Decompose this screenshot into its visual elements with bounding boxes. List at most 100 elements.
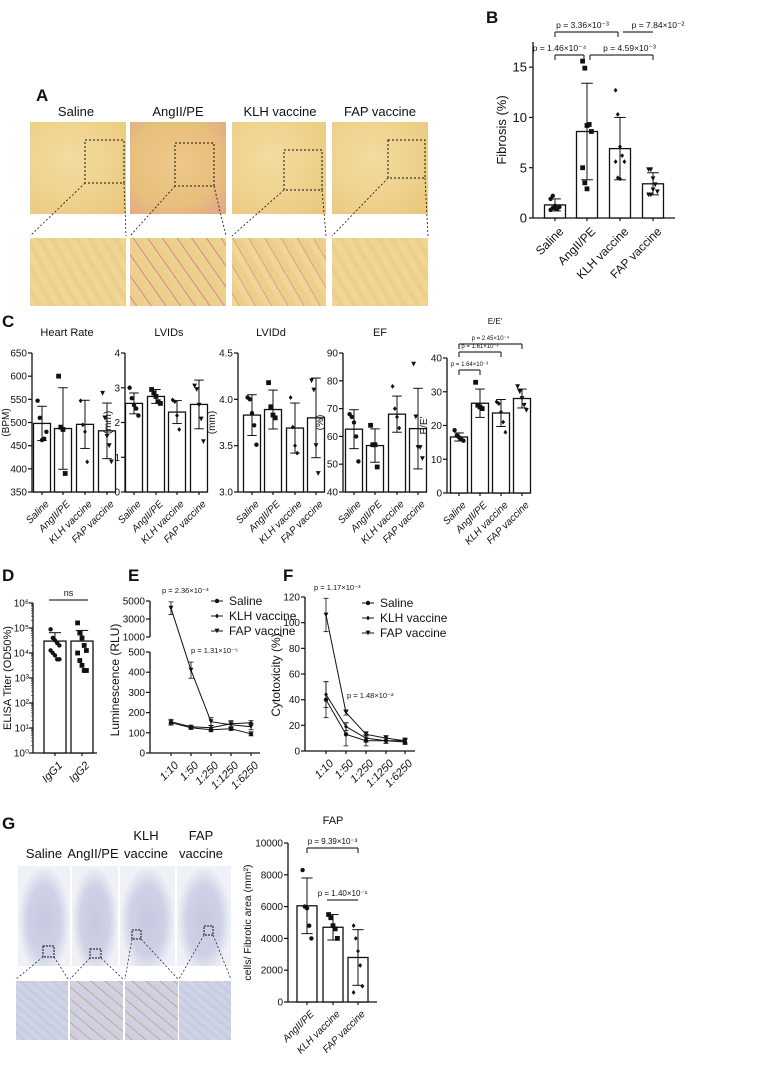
y-tick-label: 4.5 — [219, 349, 233, 360]
panel-letter-c: C — [2, 312, 15, 331]
p-value-label: p = 1.31×10⁻⁵ — [191, 646, 238, 655]
data-point — [351, 420, 357, 425]
data-point — [75, 650, 80, 656]
zoom-line — [212, 934, 232, 980]
y-tick-label: 60 — [289, 670, 301, 681]
data-point — [254, 442, 259, 447]
data-point — [104, 434, 110, 439]
y-tick-label: 10⁰ — [14, 749, 29, 760]
legend-marker — [365, 630, 371, 636]
data-point — [300, 867, 305, 873]
data-point — [503, 429, 508, 435]
y-tick-label: 350 — [10, 488, 27, 499]
y-tick-label: 8000 — [261, 870, 284, 881]
zoom-line — [29, 182, 86, 237]
y-tick-label: 10⁵ — [14, 624, 29, 635]
data-point — [172, 399, 177, 405]
data-point — [192, 383, 197, 389]
data-point — [127, 385, 132, 390]
p-value-label: p = 1.61×10⁻² — [461, 344, 498, 350]
data-point — [521, 402, 527, 408]
panel-letter-f: F — [283, 566, 294, 585]
zoom-line — [129, 185, 176, 237]
ihc-klh — [120, 866, 175, 966]
data-point — [290, 424, 295, 430]
data-point — [499, 409, 503, 415]
y-tick-label: 550 — [10, 395, 27, 406]
g-label-klh: KLH — [133, 828, 159, 843]
histology-fap — [332, 122, 428, 214]
y-tick-label: 20 — [289, 721, 301, 732]
g-label-angii: AngII/PE — [67, 846, 119, 861]
legend-marker — [365, 600, 371, 606]
panel-letter-b: B — [486, 8, 499, 27]
y-axis-label: (mm) — [207, 411, 218, 434]
y-tick-label: 0 — [436, 489, 442, 500]
ihc-zoom-klh — [125, 981, 178, 1040]
p-value-label: p = 3.36×10⁻³ — [556, 20, 609, 30]
data-point — [650, 187, 656, 193]
data-point — [517, 389, 523, 395]
ihc-zoom-saline — [16, 981, 68, 1040]
histology-zoom-angii — [130, 238, 226, 306]
legend-label: FAP vaccine — [380, 626, 447, 640]
y-tick-label: 120 — [283, 593, 300, 604]
p-value-label: p = 1.64×10⁻³ — [451, 362, 488, 368]
legend-label: FAP vaccine — [229, 624, 296, 638]
data-point — [655, 189, 660, 195]
bar-1 — [146, 395, 166, 493]
chart-title: LVIDd — [256, 327, 286, 339]
data-point — [557, 204, 562, 210]
data-point — [363, 731, 369, 737]
data-point — [84, 668, 89, 673]
bar-0 — [449, 436, 469, 494]
y-tick-label: 10 — [513, 110, 527, 125]
zoom-line — [123, 182, 127, 237]
chart-title: E/E' — [488, 317, 503, 326]
y-tick-label: 40 — [327, 488, 339, 499]
ihc-fap — [177, 866, 231, 966]
y-tick-label: 10⁶ — [14, 599, 29, 610]
chart-title: EF — [373, 327, 387, 339]
data-point — [411, 361, 416, 367]
data-point — [372, 442, 378, 448]
zoom-line — [124, 938, 133, 980]
data-point — [177, 427, 182, 432]
data-point — [309, 378, 314, 384]
data-point — [56, 373, 61, 379]
data-point — [75, 620, 80, 626]
data-point — [648, 167, 654, 173]
data-point — [580, 58, 585, 64]
p-value-label: p = 2.36×10⁻³ — [162, 586, 209, 595]
y-tick-label: 5 — [520, 160, 527, 175]
data-point — [613, 87, 618, 93]
data-point — [77, 630, 83, 636]
zoom-line — [231, 189, 285, 237]
y-axis-label: (BPM) — [1, 408, 12, 436]
p-value-label: p = 1.17×10⁻³ — [314, 583, 361, 592]
data-point — [356, 459, 361, 464]
legend-marker — [366, 615, 370, 621]
legend-label: KLH vaccine — [229, 609, 297, 623]
histology-saline — [30, 122, 126, 214]
p-value-label: p = 4.59×10⁻³ — [603, 43, 656, 53]
histology-zoom-saline — [30, 238, 126, 306]
data-point — [330, 923, 336, 929]
x-tick-label: 1:10 — [313, 757, 337, 781]
y-tick-label: 15 — [513, 60, 527, 75]
data-point — [272, 415, 278, 421]
data-point — [395, 414, 399, 420]
zoom-line — [178, 934, 205, 980]
data-point — [37, 415, 42, 421]
data-point — [188, 667, 194, 673]
data-point — [586, 122, 592, 127]
data-point — [158, 400, 163, 406]
zoom-line — [424, 177, 429, 237]
zoom-line — [140, 938, 179, 980]
data-point — [129, 395, 134, 401]
data-point — [201, 439, 206, 445]
y-tick-label: 30 — [431, 387, 443, 398]
x-tick-label: IgG1 — [40, 760, 65, 785]
y-tick-label: 400 — [128, 668, 145, 679]
data-point — [100, 390, 105, 396]
